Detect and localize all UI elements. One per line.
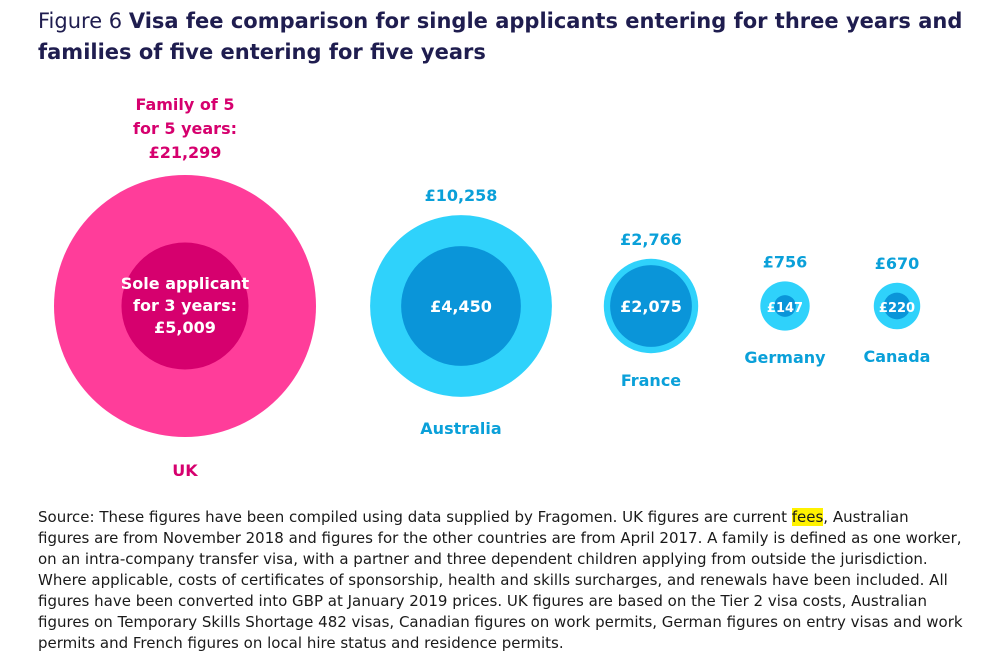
source-highlight: fees (791, 508, 824, 526)
chart-title: Visa fee comparison for single applicant… (38, 9, 963, 64)
family-label-canada: £670 (875, 254, 920, 273)
sole-label-uk-line-3: £5,009 (154, 318, 216, 337)
country-label-australia: Australia (420, 419, 501, 438)
source-text-start: Source: These figures have been compiled… (38, 508, 792, 526)
sole-bubble-australia (401, 246, 521, 366)
family-label-uk-line-3: £21,299 (149, 143, 222, 162)
sole-bubble-canada (883, 292, 911, 320)
sole-label-uk-line-2: for 3 years: (133, 296, 237, 315)
sole-bubble-germany (774, 295, 796, 317)
sole-label-uk-line-1: Sole applicant (121, 274, 250, 293)
family-label-france: £2,766 (620, 230, 682, 249)
country-label-france: France (621, 371, 681, 390)
source-text-end: , Australian figures are from November 2… (38, 508, 963, 652)
bubble-chart: Family of 5 for 5 years: £21,299 Sole appli… (54, 95, 931, 480)
sole-bubble-uk (121, 242, 249, 370)
sole-label-france: £2,075 (620, 297, 682, 316)
sole-bubble-france (610, 265, 692, 347)
sole-label-germany: £147 (767, 301, 803, 316)
sole-label-canada: £220 (879, 301, 915, 316)
family-label-uk-line-2: for 5 years: (133, 119, 237, 138)
source-note: Source: These figures have been compiled… (38, 507, 963, 654)
family-label-uk-line-1: Family of 5 (135, 95, 234, 114)
figure-title: Figure 6 Visa fee comparison for single … (38, 6, 978, 68)
country-label-canada: Canada (864, 347, 931, 366)
country-label-germany: Germany (744, 348, 826, 367)
sole-label-australia: £4,450 (430, 297, 492, 316)
family-label-australia: £10,258 (425, 186, 498, 205)
country-label-uk: UK (172, 461, 198, 480)
family-label-germany: £756 (763, 252, 808, 271)
figure-label: Figure 6 (38, 9, 123, 33)
